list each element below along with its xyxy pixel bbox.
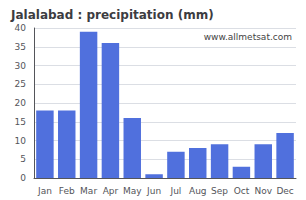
svg-text:40: 40: [15, 23, 27, 33]
svg-text:Nov: Nov: [254, 186, 272, 196]
svg-text:Oct: Oct: [234, 186, 250, 196]
svg-text:Feb: Feb: [59, 186, 75, 196]
svg-text:Aug: Aug: [189, 186, 207, 196]
svg-text:Mar: Mar: [80, 186, 97, 196]
svg-text:25: 25: [15, 79, 26, 89]
svg-text:Jan: Jan: [37, 186, 52, 196]
svg-text:30: 30: [15, 61, 27, 71]
svg-text:35: 35: [15, 42, 26, 52]
svg-text:0: 0: [20, 173, 26, 183]
svg-text:Jalalabad : precipitation (mm): Jalalabad : precipitation (mm): [10, 8, 214, 22]
svg-text:5: 5: [20, 154, 26, 164]
svg-text:Dec: Dec: [276, 186, 293, 196]
svg-text:Jun: Jun: [146, 186, 161, 196]
svg-text:Sep: Sep: [211, 186, 228, 196]
svg-text:10: 10: [15, 136, 27, 146]
svg-text:Jul: Jul: [169, 186, 181, 196]
svg-text:20: 20: [15, 98, 27, 108]
svg-text:15: 15: [15, 117, 26, 127]
svg-text:Apr: Apr: [103, 186, 119, 196]
svg-text:www.allmetsat.com: www.allmetsat.com: [204, 32, 292, 42]
svg-text:May: May: [123, 186, 142, 196]
